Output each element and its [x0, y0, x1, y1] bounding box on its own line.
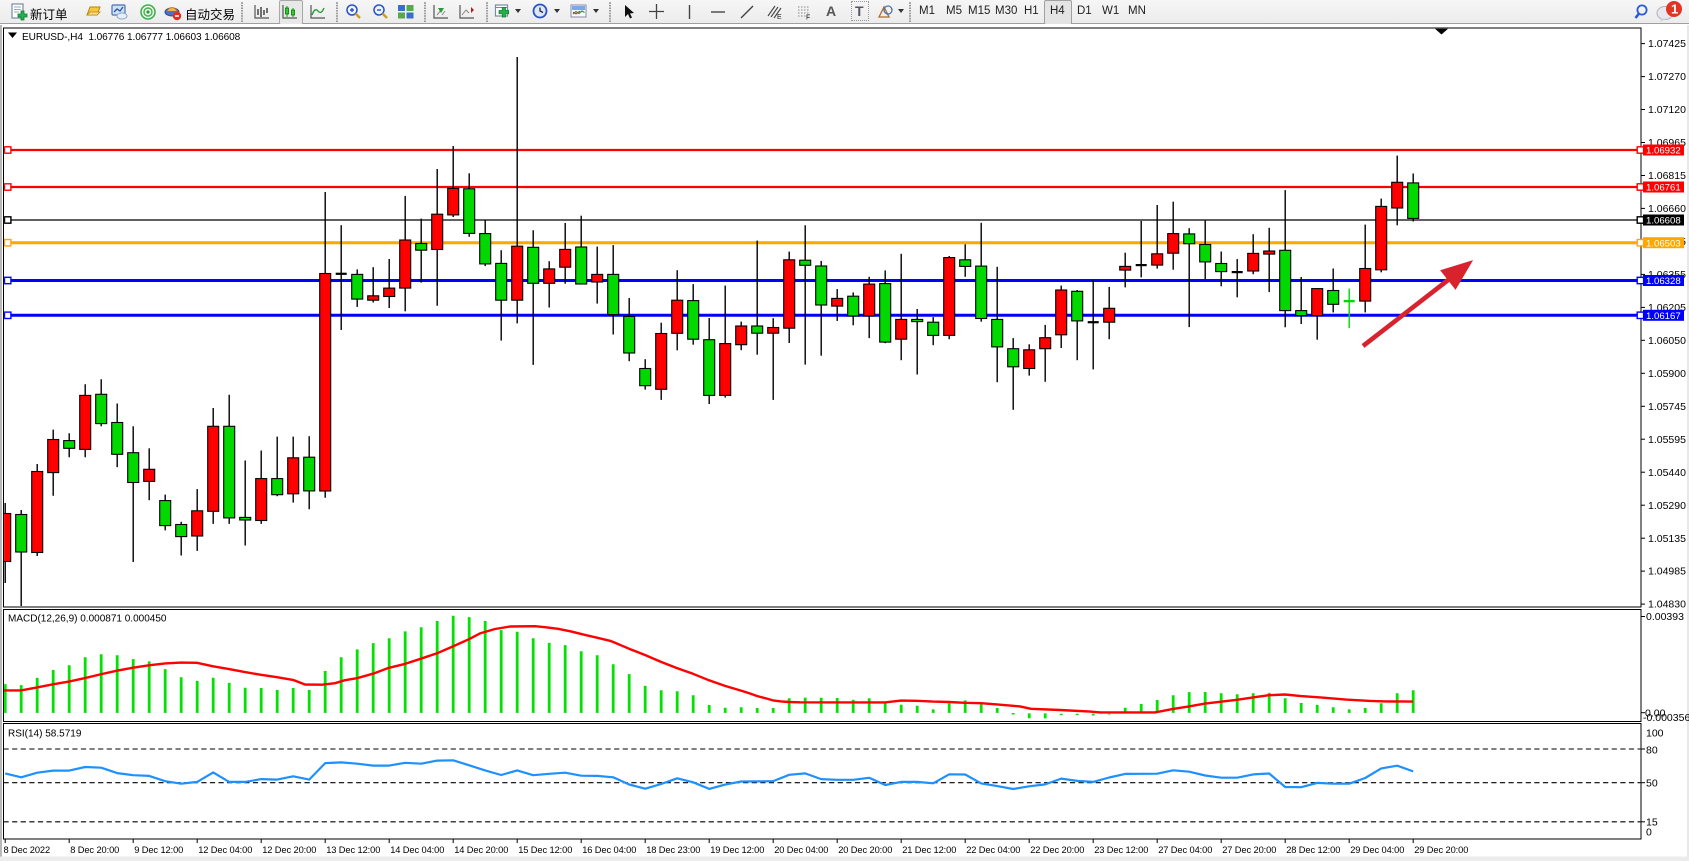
svg-text:15 Dec 12:00: 15 Dec 12:00	[518, 845, 572, 855]
svg-text:RSI(14) 58.5719: RSI(14) 58.5719	[8, 729, 82, 740]
svg-text:18 Dec 23:00: 18 Dec 23:00	[646, 845, 700, 855]
svg-text:1.05290: 1.05290	[1648, 500, 1686, 512]
svg-text:1.06815: 1.06815	[1648, 170, 1686, 182]
svg-text:80: 80	[1646, 745, 1658, 757]
svg-text:1.05440: 1.05440	[1648, 467, 1686, 479]
svg-text:MACD(12,26,9) 0.000871 0.00045: MACD(12,26,9) 0.000871 0.000450	[8, 614, 167, 625]
svg-text:1: 1	[1671, 2, 1678, 17]
svg-text:1.06167: 1.06167	[1646, 311, 1681, 322]
svg-text:1.06328: 1.06328	[1646, 276, 1681, 287]
svg-text:12 Dec 20:00: 12 Dec 20:00	[262, 845, 316, 855]
svg-text:19 Dec 12:00: 19 Dec 12:00	[710, 845, 764, 855]
svg-text:1.05745: 1.05745	[1648, 401, 1686, 413]
svg-text:27 Dec 20:00: 27 Dec 20:00	[1222, 845, 1276, 855]
svg-text:1.06761: 1.06761	[1646, 183, 1681, 194]
svg-text:12 Dec 04:00: 12 Dec 04:00	[198, 845, 252, 855]
svg-text:1.07270: 1.07270	[1648, 71, 1686, 83]
svg-text:1.05595: 1.05595	[1648, 434, 1686, 446]
svg-text:21 Dec 12:00: 21 Dec 12:00	[902, 845, 956, 855]
svg-text:22 Dec 04:00: 22 Dec 04:00	[966, 845, 1020, 855]
svg-text:50: 50	[1646, 777, 1658, 789]
svg-text:8 Dec 20:00: 8 Dec 20:00	[70, 845, 119, 855]
svg-text:16 Dec 04:00: 16 Dec 04:00	[582, 845, 636, 855]
svg-text:13 Dec 12:00: 13 Dec 12:00	[326, 845, 380, 855]
svg-text:EURUSD-,H4 1.06776 1.06777 1.: EURUSD-,H4 1.06776 1.06777 1.06603 1.066…	[22, 32, 241, 43]
svg-text:20 Dec 04:00: 20 Dec 04:00	[774, 845, 828, 855]
svg-text:28 Dec 12:00: 28 Dec 12:00	[1286, 845, 1340, 855]
svg-text:1.04830: 1.04830	[1648, 599, 1686, 611]
svg-text:14 Dec 04:00: 14 Dec 04:00	[390, 845, 444, 855]
svg-text:1.06050: 1.06050	[1648, 335, 1686, 347]
svg-text:0.00: 0.00	[1645, 708, 1666, 720]
svg-text:1.06660: 1.06660	[1648, 203, 1686, 215]
svg-text:1.04985: 1.04985	[1648, 566, 1686, 578]
svg-text:20 Dec 20:00: 20 Dec 20:00	[838, 845, 892, 855]
svg-text:9 Dec 12:00: 9 Dec 12:00	[134, 845, 183, 855]
svg-text:23 Dec 12:00: 23 Dec 12:00	[1094, 845, 1148, 855]
svg-text:29 Dec 04:00: 29 Dec 04:00	[1350, 845, 1404, 855]
svg-text:1.07120: 1.07120	[1648, 104, 1686, 116]
svg-text:0: 0	[1646, 827, 1652, 839]
svg-text:29 Dec 20:00: 29 Dec 20:00	[1414, 845, 1468, 855]
svg-text:8 Dec 2022: 8 Dec 2022	[4, 845, 51, 855]
svg-text:100: 100	[1646, 728, 1664, 740]
svg-text:1.05900: 1.05900	[1648, 368, 1686, 380]
svg-text:-0.000356: -0.000356	[1643, 712, 1689, 724]
svg-text:0.00393: 0.00393	[1646, 611, 1684, 623]
svg-text:1.07425: 1.07425	[1648, 38, 1686, 50]
svg-text:27 Dec 04:00: 27 Dec 04:00	[1158, 845, 1212, 855]
svg-text:1.06503: 1.06503	[1646, 238, 1681, 249]
svg-text:1.06608: 1.06608	[1646, 216, 1681, 227]
svg-text:F: F	[806, 15, 810, 22]
svg-text:14 Dec 20:00: 14 Dec 20:00	[454, 845, 508, 855]
svg-text:22 Dec 20:00: 22 Dec 20:00	[1030, 845, 1084, 855]
svg-text:15: 15	[1646, 817, 1658, 829]
svg-text:E: E	[777, 14, 782, 21]
svg-text:1.06932: 1.06932	[1646, 146, 1681, 157]
svg-text:1.05135: 1.05135	[1648, 533, 1686, 545]
